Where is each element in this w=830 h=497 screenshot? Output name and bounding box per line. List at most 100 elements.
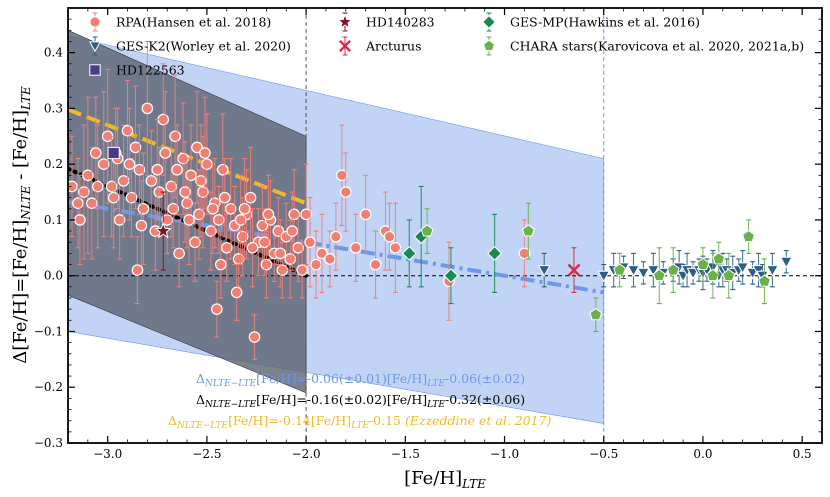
point-gesk2-6 (646, 265, 660, 277)
y-tick-label-3: 0.0 (44, 269, 63, 283)
point-rpa-72 (89, 147, 102, 159)
y-tick-label-6: 0.3 (44, 101, 63, 115)
point-rpa-75 (135, 219, 148, 232)
point-rpa-63 (336, 169, 348, 182)
point-rpa-98 (262, 208, 275, 221)
x-tick-label-3: −1.5 (391, 447, 420, 461)
point-gesk2-22 (736, 262, 750, 274)
point-rpa-38 (224, 202, 237, 215)
point-gesk2-24 (752, 265, 765, 277)
point-rpa-61 (324, 253, 336, 265)
point-rpa-50 (272, 225, 285, 237)
point-rpa-37 (220, 242, 233, 254)
point-chara-10 (666, 263, 680, 276)
point-rpa-91 (131, 264, 144, 276)
point-chara-0 (420, 224, 434, 237)
point-rpa-58 (304, 236, 316, 249)
legend-marker-hd140283 (336, 13, 354, 30)
point-gesmp-2 (443, 268, 459, 284)
legend-item-gesk2: GES-K2(Worley et al. 2020) (88, 36, 291, 56)
point-rpa-97 (238, 202, 251, 215)
legend-marker-hd122563 (89, 64, 101, 76)
fit-label-black: ΔNLTE−LTE[Fe/H]=-0.16(±0.02)[Fe/H]LTE-0.… (196, 392, 525, 410)
point-rpa-10 (113, 214, 126, 226)
point-rpa-60 (316, 247, 328, 260)
point-rpa-59 (310, 258, 322, 271)
point-rpa-87 (191, 141, 203, 154)
point-rpa-62 (330, 230, 342, 243)
y-tick-label-4: 0.1 (44, 213, 63, 227)
point-rpa-47 (260, 258, 273, 271)
point-gesk2-1 (597, 270, 611, 283)
point-rpa-33 (205, 225, 217, 237)
point-rpa-31 (197, 186, 209, 198)
point-rpa-23 (165, 180, 177, 193)
point-rpa-86 (286, 225, 299, 237)
point-rpa-36 (216, 163, 229, 176)
legend-marker-arcturus (338, 39, 352, 53)
point-rpa-46 (256, 219, 269, 232)
point-rpa-76 (151, 163, 164, 176)
point-rpa-3 (82, 169, 94, 182)
legend-label-gesmp: GES-MP(Hawkins et al. 2016) (510, 15, 700, 30)
point-rpa-78 (179, 186, 191, 198)
point-rpa-83 (246, 242, 259, 254)
fit-label-ezzeddine: ΔNLTE−LTE[Fe/H]=-0.14[Fe/H]LTE-0.15 (Ezz… (168, 413, 552, 431)
point-rpa-35 (213, 214, 225, 226)
x-tick-label-7: 0.5 (793, 447, 812, 461)
point-gesmp-0 (401, 245, 417, 261)
point-rpa-44 (248, 331, 261, 343)
point-gesk2-26 (765, 265, 779, 277)
point-chara-2 (589, 307, 603, 321)
point-rpa-79 (195, 175, 207, 187)
point-rpa-88 (171, 163, 183, 176)
legend-label-arcturus: Arcturus (365, 39, 422, 54)
series-hd140283 (154, 191, 172, 271)
point-rpa-14 (129, 141, 142, 154)
point-rpa-73 (107, 191, 120, 204)
point-rpa-16 (137, 202, 150, 215)
point-gesk2-0 (537, 265, 551, 277)
y-axis-label: Δ[Fe/H]=[Fe/H]NLTE - [Fe/H]LTE (10, 86, 33, 364)
point-rpa-70 (389, 242, 402, 254)
point-rpa-5 (91, 180, 104, 193)
point-rpa-64 (339, 186, 352, 198)
point-rpa-69 (383, 230, 396, 243)
point-rpa-74 (123, 158, 136, 170)
fit-label-this-work: ΔNLTE−LTE[Fe/H]=-0.06(±0.01)[Fe/H]LTE-0.… (196, 371, 525, 389)
point-rpa-82 (234, 214, 247, 226)
point-rpa-57 (300, 208, 312, 221)
point-rpa-85 (274, 247, 287, 260)
legend-label-chara: CHARA stars(Karovicova et al. 2020, 2021… (510, 39, 804, 54)
point-rpa-84 (258, 236, 271, 249)
point-chara-7 (742, 229, 756, 243)
point-rpa-71 (74, 214, 86, 226)
point-rpa-8 (105, 180, 118, 193)
series-gesmp (401, 185, 503, 305)
legend-label-hd122563: HD122563 (116, 63, 185, 78)
point-rpa-17 (141, 102, 154, 115)
point-chara-9 (613, 263, 627, 276)
x-tick-label-0: −3.0 (93, 447, 122, 461)
point-rpa-55 (292, 242, 304, 254)
y-tick-label-0: −0.3 (34, 436, 63, 450)
point-chara-4 (706, 268, 720, 282)
point-rpa-56 (296, 264, 308, 276)
legend-marker-gesmp (482, 15, 496, 29)
point-rpa-6 (97, 158, 110, 170)
point-hd140283-0 (154, 221, 172, 239)
series-rpa (68, 40, 531, 360)
point-rpa-13 (125, 191, 138, 204)
legend-marker-rpa (89, 16, 101, 28)
point-rpa-93 (159, 147, 172, 159)
series-hd122563 (107, 146, 120, 160)
point-rpa-41 (236, 230, 249, 243)
point-rpa-18 (145, 175, 158, 187)
point-gesk2-27 (779, 256, 793, 269)
point-rpa-27 (181, 197, 193, 209)
point-rpa-90 (230, 286, 243, 299)
point-chara-11 (696, 257, 710, 271)
point-rpa-24 (169, 130, 181, 143)
point-rpa-4 (86, 197, 98, 209)
